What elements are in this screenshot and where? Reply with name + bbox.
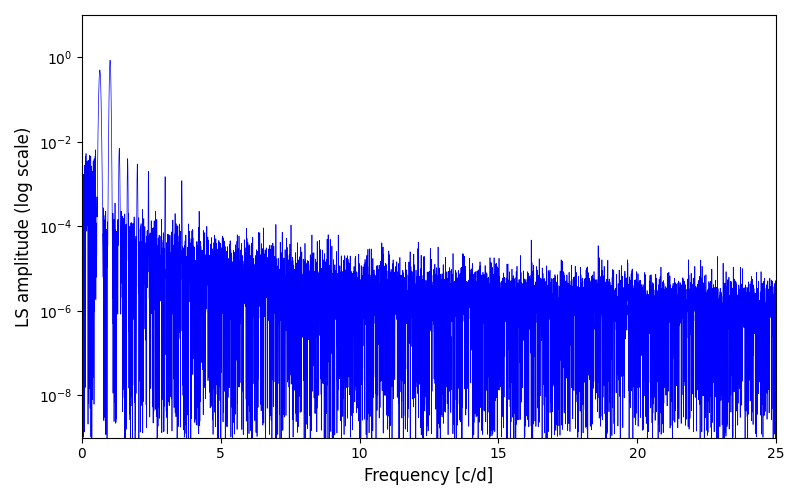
X-axis label: Frequency [c/d]: Frequency [c/d] [364, 467, 494, 485]
Y-axis label: LS amplitude (log scale): LS amplitude (log scale) [15, 126, 33, 326]
